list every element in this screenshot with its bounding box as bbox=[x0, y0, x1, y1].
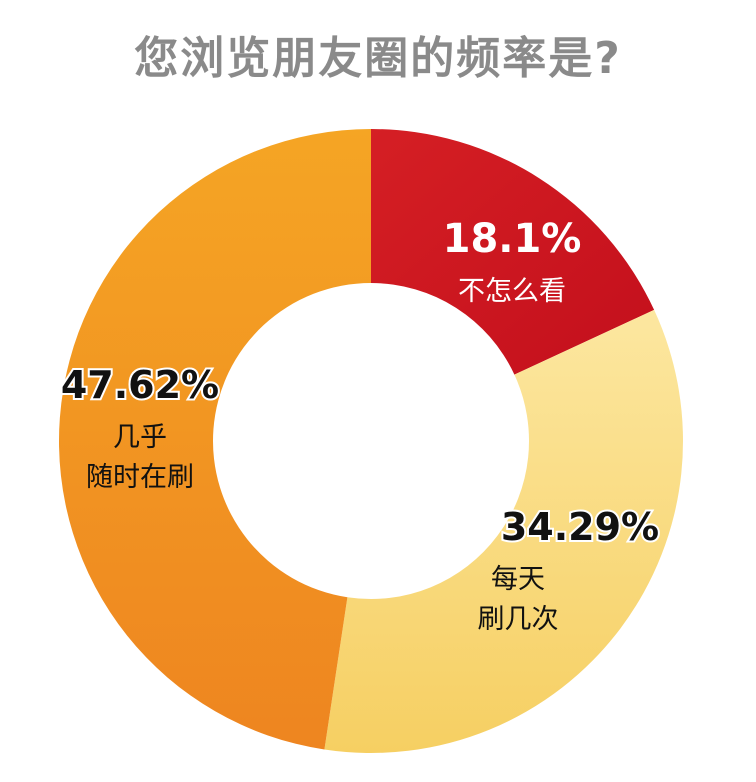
slice-percent-label-0: 18.1% bbox=[443, 216, 582, 262]
slice-percent-label-1: 34.29% bbox=[501, 505, 659, 549]
pie-slice-0 bbox=[371, 129, 655, 375]
slice-category-label-2-1: 随时在刷 bbox=[86, 462, 194, 493]
chart-title: 您浏览朋友圈的频率是? bbox=[134, 33, 622, 84]
slice-category-label-2-0: 几乎 bbox=[113, 422, 167, 453]
slice-percent-label-2: 47.62% bbox=[61, 363, 219, 407]
slice-category-label-1-1: 刷几次 bbox=[478, 604, 559, 635]
pie-slice-2 bbox=[58, 129, 372, 750]
slices-group bbox=[58, 129, 684, 753]
slice-category-label-0-0: 不怎么看 bbox=[458, 276, 566, 307]
slice-category-label-1-0: 每天 bbox=[491, 564, 545, 595]
pie-slice-1 bbox=[324, 309, 684, 753]
